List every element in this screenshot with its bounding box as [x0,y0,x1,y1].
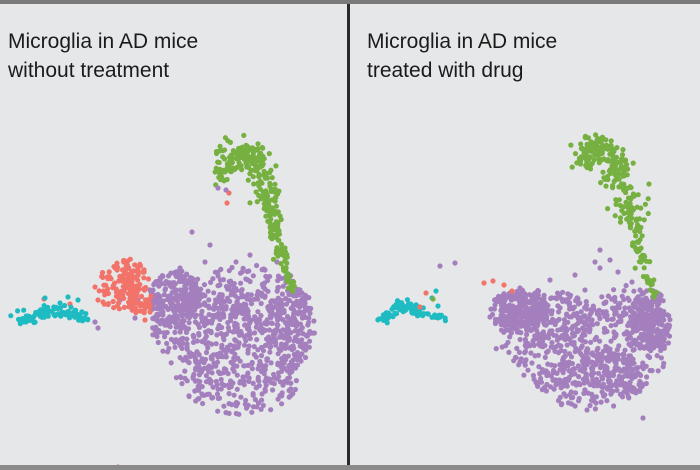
panel-treated: Microglia in AD mice treated with drug [350,4,700,465]
top-border [0,0,700,4]
panel-divider [347,4,350,466]
panel-untreated: Microglia in AD mice without treatment [0,4,347,465]
title-line-2: without treatment [8,59,170,82]
panel-title-treated: Microglia in AD mice treated with drug [367,27,557,85]
title-line-1: Microglia in AD mice [367,30,558,53]
title-line-2: treated with drug [367,59,524,82]
bottom-border [0,465,700,470]
title-line-1: Microglia in AD mice [8,30,199,53]
panel-title-untreated: Microglia in AD mice without treatment [8,27,198,85]
